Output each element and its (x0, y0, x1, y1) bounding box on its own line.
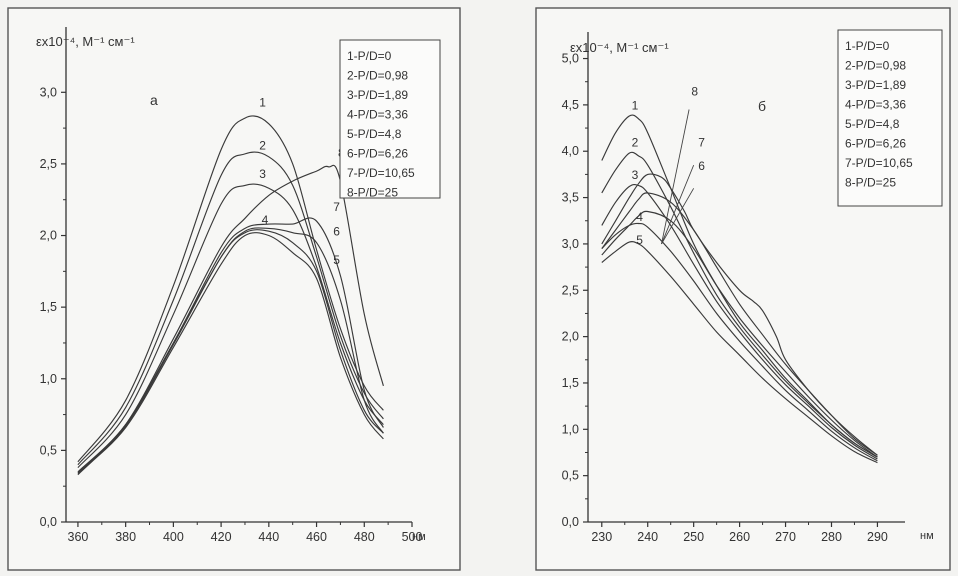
x-tick-label: 480 (354, 530, 375, 544)
x-tick-label: 460 (306, 530, 327, 544)
pointer-arrow (661, 164, 695, 245)
legend-box (339, 39, 441, 199)
curve-label-6: 6 (333, 225, 340, 239)
legend-entry: 3-P/D=1,89 (347, 88, 408, 102)
y-tick-label: 1,0 (40, 372, 57, 386)
series-line-1 (77, 115, 384, 463)
series-line-2 (601, 151, 878, 458)
pointer-arrow (661, 188, 695, 245)
legend-entry: 6-P/D=6,26 (845, 137, 906, 151)
legend-entry: 3-P/D=1,89 (845, 78, 906, 92)
panel-b-legend: 1-P/D=0 2-P/D=0,98 3-P/D=1,89 4-P/D=3,36 5-P… (837, 29, 943, 207)
x-tick-label: 230 (591, 530, 612, 544)
series-line-5 (77, 232, 384, 474)
y-tick-label: 0,0 (40, 515, 57, 529)
y-tick-label: 5,0 (562, 52, 579, 66)
panel-b-axes: 0,0 0,5 1,0 1,5 2,0 2,5 3,0 3,5 4,0 4,5 5,0 230 240 2… (562, 32, 905, 544)
curve-label-5: 5 (333, 253, 340, 267)
curve-label-4: 4 (262, 213, 269, 227)
panel-a-lines (77, 115, 384, 476)
y-tick-label: 0,5 (40, 443, 57, 457)
curve-label-8: 8 (691, 85, 698, 99)
legend-entry: 8-P/D=25 (845, 176, 896, 190)
x-tick-label: 420 (211, 530, 232, 544)
x-tick-label: 270 (775, 530, 796, 544)
panel-a-legend: 1-P/D=0 2-P/D=0,98 3-P/D=1,89 4-P/D=3,36 5-P… (339, 39, 441, 200)
x-tick-label: 250 (683, 530, 704, 544)
curve-label-5: 5 (636, 233, 643, 247)
y-tick-label: 3,5 (562, 191, 579, 205)
y-tick-label: 2,5 (40, 157, 57, 171)
curve-label-3: 3 (259, 167, 266, 181)
series-line-5 (601, 241, 878, 464)
curve-label-1: 1 (259, 96, 266, 110)
y-tick-label: 0,5 (562, 469, 579, 483)
panel-b-curve-labels: 1 2 3 4 5 6 7 8 (632, 85, 706, 247)
x-tick-label: 280 (821, 530, 842, 544)
series-line-3 (601, 183, 878, 460)
panel-b-lines (601, 114, 878, 464)
legend-entry: 5-P/D=4,8 (347, 127, 402, 141)
legend-entry: 4-P/D=3,36 (845, 98, 906, 112)
y-tick-label: 2,5 (562, 283, 579, 297)
panel-a-ylabel: εx10⁻⁴, M⁻¹ см⁻¹ (36, 34, 135, 49)
panel-a-axes: 0,0 0,5 1,0 1,5 2,0 2,5 3,0 360 380 400 420 440 460 4… (40, 27, 423, 544)
y-tick-label: 1,5 (562, 376, 579, 390)
x-tick-label: 260 (729, 530, 750, 544)
series-line-3 (77, 183, 384, 468)
panel-b: εx10⁻⁴, M⁻¹ см⁻¹ нм 0,0 0,5 1,0 1,5 2,0 2,5 3,… (535, 7, 951, 571)
series-line-6 (601, 210, 878, 458)
curve-label-7: 7 (698, 136, 705, 150)
x-tick-label: 290 (867, 530, 888, 544)
x-tick-label: 500 (402, 530, 423, 544)
legend-entry: 7-P/D=10,65 (347, 166, 415, 180)
panel-b-ylabel: εx10⁻⁴, M⁻¹ см⁻¹ (570, 40, 669, 55)
y-tick-label: 1,0 (562, 422, 579, 436)
panel-a-xlabel: нм (412, 531, 426, 543)
series-line-8 (77, 164, 384, 476)
x-tick-label: 360 (68, 530, 89, 544)
curve-label-2: 2 (259, 139, 266, 153)
legend-entry: 6-P/D=6,26 (347, 147, 408, 161)
curve-label-6: 6 (698, 159, 705, 173)
panel-a-title: а (150, 92, 158, 108)
curve-label-3: 3 (632, 168, 639, 182)
series-line-4 (601, 222, 878, 462)
pointer-arrow (661, 109, 690, 245)
panel-b-title: б (758, 98, 766, 114)
x-tick-label: 400 (163, 530, 184, 544)
curve-label-1: 1 (632, 99, 639, 113)
x-tick-label: 380 (115, 530, 136, 544)
curve-label-2: 2 (632, 136, 639, 150)
legend-entry: 7-P/D=10,65 (845, 156, 913, 170)
legend-box (837, 29, 943, 207)
legend-entry: 1-P/D=0 (845, 39, 890, 53)
y-tick-label: 2,0 (562, 330, 579, 344)
panel-a: εx10⁻⁴, M⁻¹ см⁻¹ нм 0,0 0,5 1,0 1,5 2,0 2,5 3,… (7, 7, 461, 571)
legend-entry: 8-P/D=25 (347, 186, 398, 200)
series-line-2 (77, 151, 384, 466)
legend-entry: 1-P/D=0 (347, 49, 392, 63)
y-tick-label: 1,5 (40, 300, 57, 314)
y-tick-label: 2,0 (40, 229, 57, 243)
series-line-7 (77, 217, 384, 474)
legend-entry: 4-P/D=3,36 (347, 108, 408, 122)
y-tick-label: 0,0 (562, 515, 579, 529)
y-tick-label: 3,0 (562, 237, 579, 251)
x-tick-label: 440 (258, 530, 279, 544)
curve-label-7: 7 (333, 200, 340, 214)
y-tick-label: 3,0 (40, 85, 57, 99)
series-line-6 (77, 227, 384, 474)
x-tick-label: 240 (637, 530, 658, 544)
panel-b-xlabel: нм (920, 530, 934, 542)
y-tick-label: 4,0 (562, 144, 579, 158)
series-line-8 (601, 173, 878, 456)
y-tick-label: 4,5 (562, 98, 579, 112)
legend-entry: 5-P/D=4,8 (845, 117, 900, 131)
legend-entry: 2-P/D=0,98 (347, 69, 408, 83)
curve-label-4: 4 (636, 210, 643, 224)
legend-entry: 2-P/D=0,98 (845, 59, 906, 73)
